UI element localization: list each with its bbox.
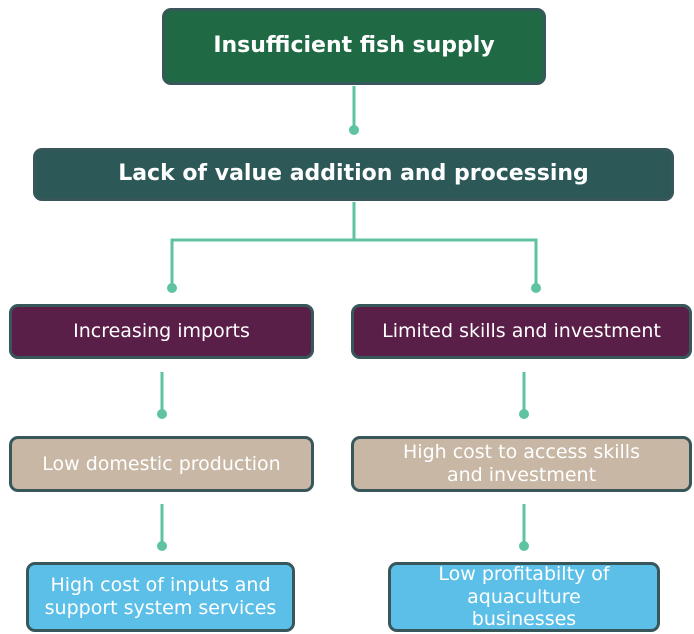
node: Low domestic production	[9, 436, 314, 492]
node: High cost of inputs and support system s…	[26, 562, 295, 632]
node: Limited skills and investment	[351, 304, 692, 359]
node: High cost to access skills and investmen…	[351, 436, 692, 492]
node: Low profitabilty of aquaculture business…	[388, 562, 660, 632]
node: Insufficient fish supply	[162, 8, 546, 85]
node: Lack of value addition and processing	[33, 148, 674, 201]
node: Increasing imports	[9, 304, 314, 359]
